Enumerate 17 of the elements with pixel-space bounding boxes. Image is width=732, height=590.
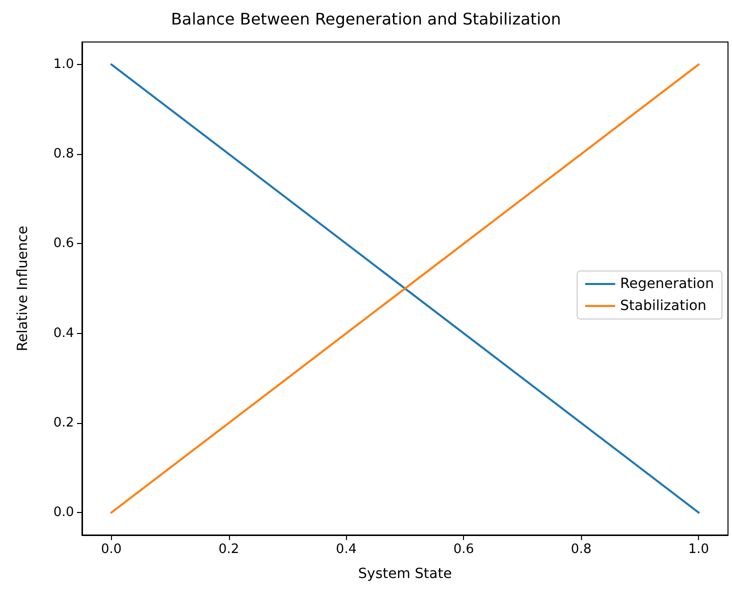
x-tick-label: 0.4 bbox=[336, 542, 357, 557]
x-axis-title: System State bbox=[358, 566, 452, 582]
y-tick-label: 0.0 bbox=[53, 505, 74, 520]
y-tick-label: 0.8 bbox=[53, 146, 74, 162]
x-tick-label: 1.0 bbox=[688, 542, 709, 557]
y-tick-label: 0.6 bbox=[53, 236, 74, 252]
y-tick-label: 1.0 bbox=[53, 56, 74, 72]
x-tick-label: 0.6 bbox=[453, 542, 474, 557]
legend-label: Stabilization bbox=[620, 298, 706, 314]
x-tick-label: 0.2 bbox=[218, 542, 240, 557]
x-tick-label: 0.8 bbox=[570, 542, 592, 557]
y-tick-label: 0.2 bbox=[53, 415, 74, 430]
y-axis-title: Relative Influence bbox=[15, 226, 31, 352]
y-tick-label: 0.4 bbox=[53, 326, 74, 341]
chart-title: Balance Between Regeneration and Stabilization bbox=[170, 10, 562, 28]
x-tick-label: 0.0 bbox=[101, 542, 122, 557]
legend-label: Regeneration bbox=[620, 276, 714, 292]
